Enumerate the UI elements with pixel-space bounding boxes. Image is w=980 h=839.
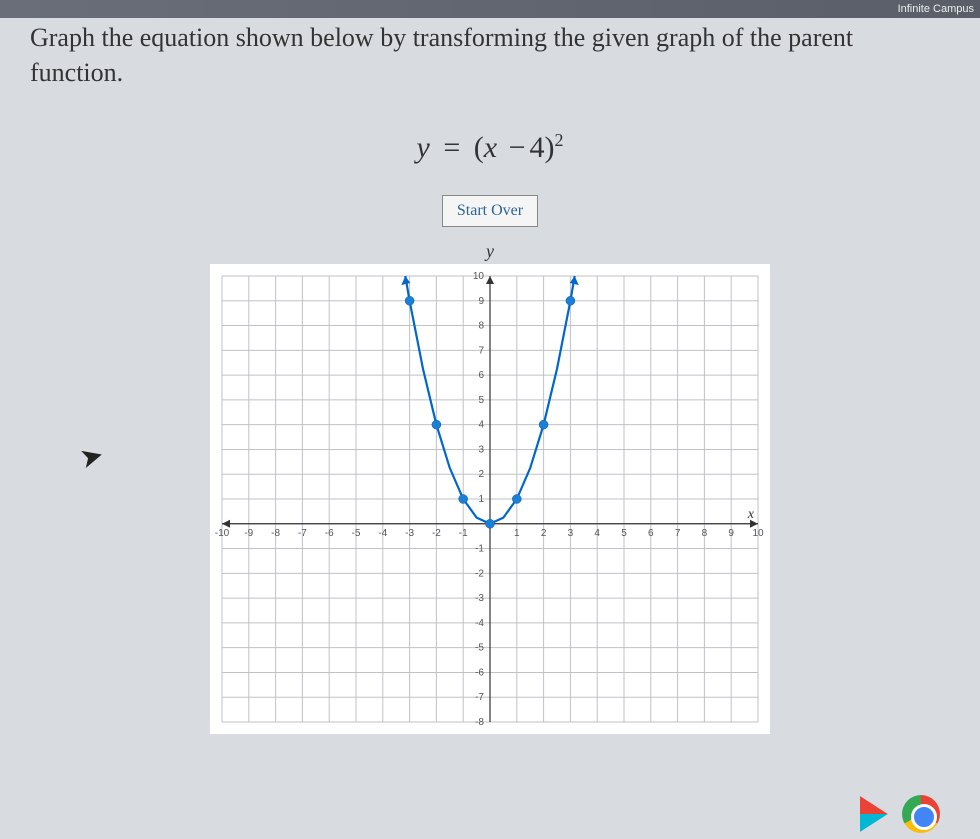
y-axis-label: y <box>30 241 950 262</box>
svg-text:-3: -3 <box>475 593 484 604</box>
graph-point[interactable] <box>459 495 468 504</box>
svg-text:-7: -7 <box>475 692 484 703</box>
svg-text:9: 9 <box>728 528 734 539</box>
coordinate-grid[interactable]: -10 -9 -8 -7 -6 -5 -4 -3 -2 -1 1 2 3 4 5 6 7 8 9 10 1 2 3 4 5 6 7 8… <box>210 264 770 734</box>
svg-text:1: 1 <box>514 528 520 539</box>
equation-container: y = (x −4)2 <box>30 130 950 165</box>
graph-point[interactable] <box>486 519 495 528</box>
chrome-icon[interactable] <box>902 795 940 833</box>
svg-text:10: 10 <box>752 528 764 539</box>
play-store-icon[interactable] <box>860 796 888 832</box>
start-over-button[interactable]: Start Over <box>442 195 538 227</box>
svg-text:7: 7 <box>675 528 681 539</box>
svg-text:6: 6 <box>648 528 654 539</box>
svg-text:-1: -1 <box>475 544 484 555</box>
graph-point[interactable] <box>566 296 575 305</box>
svg-text:-2: -2 <box>432 528 441 539</box>
svg-text:-5: -5 <box>352 528 361 539</box>
svg-text:-4: -4 <box>475 618 484 629</box>
svg-text:-6: -6 <box>325 528 334 539</box>
svg-text:3: 3 <box>568 528 574 539</box>
svg-text:4: 4 <box>594 528 600 539</box>
svg-text:-10: -10 <box>215 528 230 539</box>
svg-text:-8: -8 <box>271 528 280 539</box>
svg-text:1: 1 <box>478 494 484 505</box>
svg-text:7: 7 <box>478 346 484 357</box>
svg-text:-9: -9 <box>244 528 253 539</box>
svg-text:2: 2 <box>478 469 484 480</box>
svg-text:2: 2 <box>541 528 547 539</box>
browser-tab-bar: Infinite Campus <box>0 0 980 18</box>
svg-text:4: 4 <box>478 420 484 431</box>
svg-text:-2: -2 <box>475 569 484 580</box>
graph-point[interactable] <box>512 495 521 504</box>
svg-text:5: 5 <box>621 528 627 539</box>
graph-point[interactable] <box>539 420 548 429</box>
question-text: Graph the equation shown below by transf… <box>30 20 950 90</box>
svg-text:-3: -3 <box>405 528 414 539</box>
problem-panel: Graph the equation shown below by transf… <box>0 0 980 734</box>
svg-text:5: 5 <box>478 395 484 406</box>
svg-text:-6: -6 <box>475 668 484 679</box>
svg-text:-8: -8 <box>475 717 484 728</box>
svg-text:8: 8 <box>478 321 484 332</box>
taskbar <box>860 789 940 839</box>
svg-text:-7: -7 <box>298 528 307 539</box>
graph-point[interactable] <box>432 420 441 429</box>
graph-point[interactable] <box>405 296 414 305</box>
svg-text:3: 3 <box>478 445 484 456</box>
svg-text:8: 8 <box>702 528 708 539</box>
tab-label: Infinite Campus <box>898 3 974 15</box>
svg-text:6: 6 <box>478 370 484 381</box>
svg-text:x: x <box>747 507 755 522</box>
svg-text:-1: -1 <box>459 528 468 539</box>
svg-text:-5: -5 <box>475 643 484 654</box>
svg-text:-4: -4 <box>378 528 387 539</box>
equation: y = (x −4)2 <box>417 130 564 165</box>
svg-text:9: 9 <box>478 296 484 307</box>
svg-text:10: 10 <box>473 271 485 282</box>
